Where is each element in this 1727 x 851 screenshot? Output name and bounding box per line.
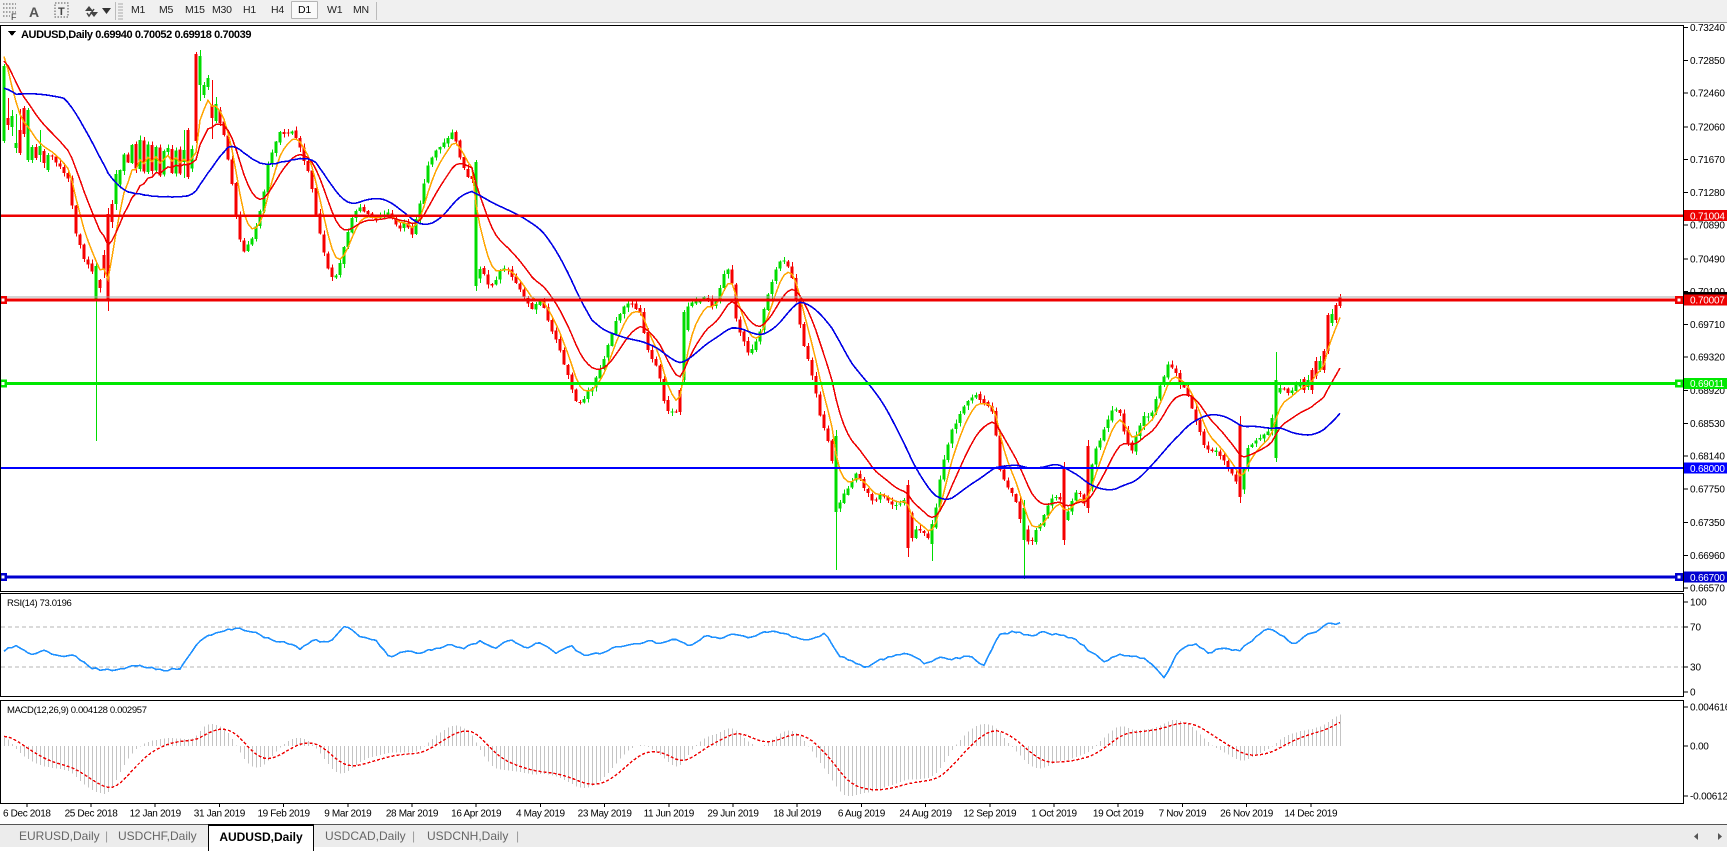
svg-text:19 Feb 2019: 19 Feb 2019 [257,809,310,820]
svg-text:0.73240: 0.73240 [1690,23,1725,34]
svg-text:RSI(14) 73.0196: RSI(14) 73.0196 [7,598,72,609]
svg-text:0.70490: 0.70490 [1690,254,1725,265]
svg-text:30: 30 [1690,663,1702,674]
svg-text:24 Aug 2019: 24 Aug 2019 [899,809,952,820]
svg-text:0.72850: 0.72850 [1690,56,1725,67]
svg-text:AUDUSD,Daily 0.69940 0.70052: AUDUSD,Daily 0.69940 0.70052 0.69918 0.7… [21,29,251,41]
svg-text:26 Nov 2019: 26 Nov 2019 [1220,809,1274,820]
svg-text:28 Mar 2019: 28 Mar 2019 [386,809,439,820]
svg-text:0.72060: 0.72060 [1690,122,1725,133]
svg-text:0.67750: 0.67750 [1690,485,1725,496]
svg-text:23 May 2019: 23 May 2019 [578,809,633,820]
svg-text:0.69011: 0.69011 [1690,379,1725,390]
svg-text:0.00: 0.00 [1690,742,1709,753]
svg-text:0.69710: 0.69710 [1690,320,1725,331]
svg-text:0.71280: 0.71280 [1690,188,1725,199]
svg-text:T: T [58,6,65,18]
svg-text:7 Nov 2019: 7 Nov 2019 [1159,809,1207,820]
svg-text:0.66570: 0.66570 [1690,584,1725,595]
svg-text:18 Jul 2019: 18 Jul 2019 [773,809,822,820]
svg-text:4 May 2019: 4 May 2019 [516,809,566,820]
svg-text:70: 70 [1690,623,1702,634]
svg-text:0.70007: 0.70007 [1690,296,1725,307]
svg-text:0.70890: 0.70890 [1690,221,1725,232]
svg-text:0.72460: 0.72460 [1690,89,1725,100]
svg-text:0.68140: 0.68140 [1690,452,1725,463]
svg-text:100: 100 [1690,598,1707,609]
svg-text:12 Jan 2019: 12 Jan 2019 [130,809,182,820]
svg-text:0.67350: 0.67350 [1690,518,1725,529]
svg-text:F: F [11,12,17,20]
svg-text:25 Dec 2018: 25 Dec 2018 [65,809,119,820]
svg-text:11 Jun 2019: 11 Jun 2019 [644,809,695,820]
svg-text:MACD(12,26,9) 0.004128 0.00295: MACD(12,26,9) 0.004128 0.002957 [7,705,147,716]
svg-text:1 Oct 2019: 1 Oct 2019 [1031,809,1077,820]
svg-text:14 Dec 2019: 14 Dec 2019 [1284,809,1338,820]
svg-text:0.71670: 0.71670 [1690,155,1725,166]
svg-text:0.68000: 0.68000 [1690,464,1725,475]
svg-text:6 Aug 2019: 6 Aug 2019 [838,809,886,820]
svg-text:0.71004: 0.71004 [1690,211,1725,222]
svg-text:0.68920: 0.68920 [1690,386,1725,397]
svg-text:0.68530: 0.68530 [1690,419,1725,430]
svg-text:19 Oct 2019: 19 Oct 2019 [1093,809,1144,820]
svg-text:0: 0 [1690,688,1696,699]
svg-text:9 Mar 2019: 9 Mar 2019 [324,809,372,820]
svg-text:16 Apr 2019: 16 Apr 2019 [451,809,502,820]
svg-text:0.66960: 0.66960 [1690,551,1725,562]
svg-text:0.004616: 0.004616 [1690,703,1727,714]
svg-text:6 Dec 2018: 6 Dec 2018 [3,809,51,820]
svg-text:29 Jun 2019: 29 Jun 2019 [707,809,759,820]
svg-text:0.69320: 0.69320 [1690,353,1725,364]
svg-text:31 Jan 2019: 31 Jan 2019 [194,809,246,820]
svg-text:0.66700: 0.66700 [1690,573,1725,584]
svg-text:12 Sep 2019: 12 Sep 2019 [963,809,1017,820]
